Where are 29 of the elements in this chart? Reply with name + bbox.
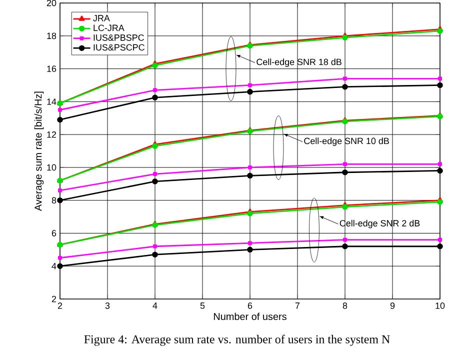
- caption: Figure 4: Average sum rate vs. number of users in the system N: [84, 334, 390, 346]
- annotation: Cell-edge SNR 10 dB: [304, 138, 389, 146]
- x-tick-label: 8: [342, 302, 348, 309]
- legend-label: JRA: [93, 15, 110, 22]
- x-tick-label: 2: [58, 302, 62, 309]
- y-tick-label: 16: [47, 66, 56, 72]
- x-tick-label: 7: [295, 302, 300, 309]
- y-tick-label: 10: [47, 164, 56, 171]
- y-tick-label: 8: [52, 197, 56, 204]
- x-tick-label: 3: [105, 302, 110, 309]
- x-tick-label: 4: [152, 302, 158, 309]
- x-tick-label: 5: [200, 302, 205, 309]
- y-tick-label: 12: [47, 131, 56, 138]
- legend-label: LC-JRA: [94, 24, 124, 32]
- y-tick-label: 18: [47, 32, 56, 40]
- y-tick-label: 20: [46, 0, 56, 6]
- annotation: Cell-edge SNR 18 dB: [256, 58, 342, 67]
- x-tick-label: 10: [436, 302, 445, 309]
- y-tick-label: 2: [52, 296, 56, 302]
- y-axis-title: Average sum rate [bit/s/Hz]: [34, 92, 44, 211]
- x-tick-label: 9: [390, 302, 395, 309]
- y-tick-label: 4: [52, 263, 56, 270]
- y-tick-label: 6: [52, 230, 56, 236]
- y-tick-label: 14: [47, 98, 56, 105]
- legend-label: IUS&PBSPC: [94, 34, 144, 41]
- legend-label: IUS&PSCPC: [94, 44, 144, 51]
- x-axis-title: Number of users: [214, 312, 286, 320]
- annotation: Cell-edge SNR 2 dB: [340, 220, 420, 228]
- x-tick-label: 6: [248, 302, 252, 309]
